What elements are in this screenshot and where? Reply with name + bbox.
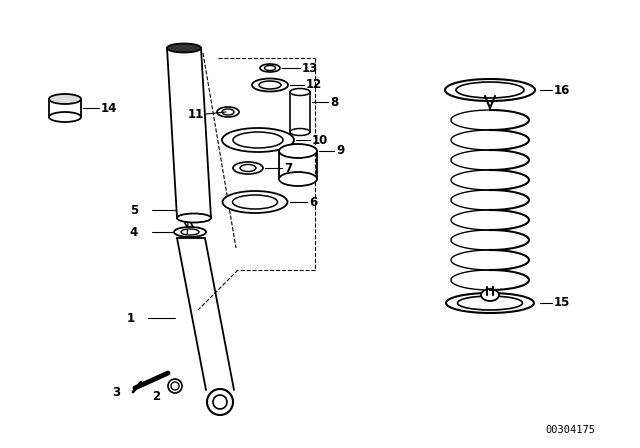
Ellipse shape [171, 382, 179, 390]
Text: 6: 6 [309, 195, 317, 208]
Ellipse shape [446, 293, 534, 313]
Ellipse shape [207, 389, 233, 415]
Ellipse shape [174, 227, 206, 237]
Ellipse shape [49, 94, 81, 104]
Text: 4: 4 [130, 225, 138, 238]
Ellipse shape [458, 296, 522, 310]
Ellipse shape [290, 129, 310, 135]
Ellipse shape [264, 65, 275, 70]
Ellipse shape [49, 112, 81, 122]
Ellipse shape [260, 64, 280, 72]
Text: 5: 5 [130, 203, 138, 216]
Ellipse shape [279, 144, 317, 158]
Ellipse shape [445, 79, 535, 101]
Text: 1: 1 [127, 311, 135, 324]
Ellipse shape [222, 128, 294, 152]
Text: 7: 7 [284, 161, 292, 175]
Text: 12: 12 [306, 78, 323, 91]
Ellipse shape [217, 107, 239, 117]
Text: 00304175: 00304175 [545, 425, 595, 435]
Ellipse shape [481, 289, 499, 301]
Text: 3: 3 [112, 387, 120, 400]
Ellipse shape [279, 172, 317, 186]
Ellipse shape [222, 109, 234, 115]
Ellipse shape [252, 78, 288, 91]
Ellipse shape [167, 43, 201, 52]
Text: 16: 16 [554, 83, 570, 96]
Ellipse shape [233, 132, 283, 148]
Text: 10: 10 [312, 134, 328, 146]
Ellipse shape [240, 164, 256, 172]
Ellipse shape [168, 379, 182, 393]
Ellipse shape [181, 229, 199, 235]
Ellipse shape [290, 89, 310, 95]
Text: 11: 11 [188, 108, 204, 121]
Text: 13: 13 [302, 61, 318, 74]
Text: 8: 8 [330, 95, 339, 108]
Ellipse shape [259, 81, 281, 89]
Text: 2: 2 [152, 391, 160, 404]
Ellipse shape [223, 191, 287, 213]
Ellipse shape [456, 82, 524, 98]
Bar [290, 92, 310, 132]
Text: 14: 14 [101, 102, 117, 115]
Ellipse shape [177, 214, 211, 223]
Ellipse shape [232, 195, 278, 209]
Ellipse shape [213, 395, 227, 409]
Ellipse shape [233, 162, 263, 174]
Text: 9: 9 [336, 145, 344, 158]
Text: 15: 15 [554, 297, 570, 310]
